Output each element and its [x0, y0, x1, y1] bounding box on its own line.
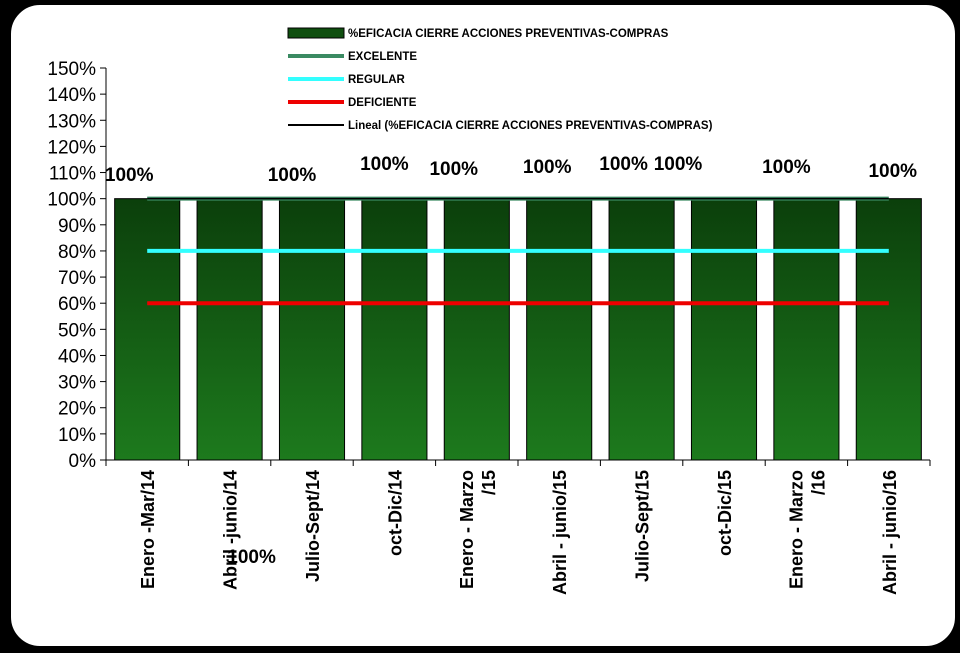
bar [278, 198, 346, 461]
x-tick-label-line: oct-Dic/15 [715, 470, 735, 556]
x-tick-label-line: /15 [479, 470, 499, 495]
y-tick-label: 110% [49, 164, 96, 185]
data-label: 100% [762, 157, 811, 178]
y-tick-label: 140% [47, 85, 96, 106]
x-tick-label: Enero - Marzo/15 [457, 470, 499, 589]
x-tick-label: Julio-Sept/14 [303, 470, 323, 582]
x-tick-label-line: Abril - junio/16 [880, 470, 900, 595]
y-tick-label: 130% [47, 111, 96, 132]
data-label: 100% [429, 159, 478, 180]
bar [690, 198, 758, 461]
data-label: 100% [523, 157, 572, 178]
y-tick-label: 150% [47, 59, 96, 80]
x-tick-label: Abril - junio/16 [880, 470, 900, 595]
legend-label: %EFICACIA CIERRE ACCIONES PREVENTIVAS-CO… [348, 28, 669, 40]
y-tick-label: 90% [58, 216, 96, 237]
legend-swatch-bar [287, 27, 345, 39]
x-tick-label: Abril -junio/14 [221, 470, 241, 590]
x-tick-label-line: /16 [808, 470, 828, 495]
y-tick-label: 50% [58, 320, 96, 341]
x-tick-label-line: Julio-Sept/15 [633, 470, 653, 582]
bar [114, 198, 181, 461]
data-label: 100% [599, 154, 648, 175]
data-label: 100% [654, 154, 703, 175]
x-tick-label: Abril - junio/15 [550, 470, 570, 595]
y-tick-label: 30% [58, 373, 96, 394]
y-tick-label: 70% [58, 268, 96, 289]
y-tick-label: 20% [58, 399, 96, 420]
legend-label: DEFICIENTE [348, 97, 417, 109]
x-tick-label: Enero -Mar/14 [138, 470, 158, 589]
bar [361, 198, 428, 461]
y-tick-label: 120% [47, 137, 96, 158]
bar [855, 198, 922, 461]
x-tick-label: Enero - Marzo/16 [786, 470, 828, 589]
x-tick-label-line: Abril -junio/14 [221, 470, 241, 590]
data-label: 100% [105, 165, 154, 186]
legend: %EFICACIA CIERRE ACCIONES PREVENTIVAS-CO… [287, 27, 713, 132]
x-tick-label-line: Abril - junio/15 [550, 470, 570, 595]
x-tick-label: Julio-Sept/15 [633, 470, 653, 582]
legend-label: EXCELENTE [348, 51, 417, 63]
bar [608, 198, 675, 461]
y-tick-label: 0% [69, 451, 97, 472]
y-tick-label: 40% [58, 346, 96, 367]
bar [443, 198, 510, 461]
bar [196, 198, 263, 461]
x-tick-label-line: Julio-Sept/14 [303, 470, 323, 582]
x-tick-label: oct-Dic/14 [385, 470, 405, 556]
legend-label: Lineal (%EFICACIA CIERRE ACCIONES PREVEN… [348, 120, 713, 132]
y-tick-label: 100% [47, 190, 96, 211]
x-tick-label-line: Enero -Mar/14 [138, 470, 158, 589]
plot-area: 0% 10% 20% 30% 40% 50% 60% 70% 80% 90% 100% 110% 120… [47, 59, 931, 595]
bar [526, 198, 593, 461]
data-label: 100% [868, 161, 917, 182]
x-tick-label-line: Enero - Marzo [786, 470, 806, 589]
y-tick-label: 10% [58, 425, 96, 446]
x-tick-label-line: Enero - Marzo [457, 470, 477, 589]
data-label: 100% [360, 154, 409, 175]
y-tick-label: 80% [58, 242, 96, 263]
data-label: 100% [268, 165, 317, 186]
y-tick-label: 60% [58, 294, 96, 315]
data-label: 100% [227, 547, 276, 568]
legend-label: REGULAR [348, 74, 406, 86]
x-tick-label: oct-Dic/15 [715, 470, 735, 556]
bar [773, 198, 840, 461]
x-tick-label-line: oct-Dic/14 [385, 470, 405, 556]
